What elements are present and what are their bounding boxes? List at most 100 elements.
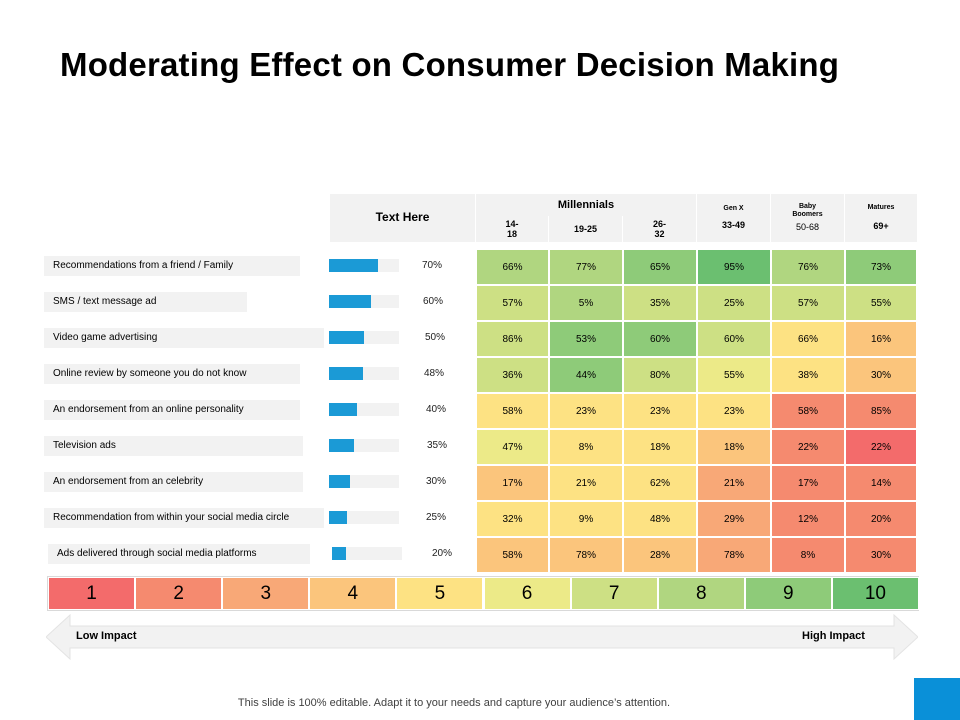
heatmap-cell: 66% <box>771 321 845 357</box>
scale-step: 1 <box>48 577 136 610</box>
high-impact-label: High Impact <box>802 630 865 642</box>
heatmap-cell: 12% <box>771 501 845 537</box>
row-label: Television ads <box>44 436 303 456</box>
scale-step: 3 <box>222 577 310 610</box>
overall-bar <box>329 259 378 272</box>
header-millennials-label: Millennials <box>557 198 615 211</box>
heatmap-cell: 23% <box>623 393 697 429</box>
heatmap-cell: 60% <box>623 321 697 357</box>
heatmap-cell: 44% <box>549 357 623 393</box>
impact-arrow <box>46 614 918 660</box>
overall-bar <box>329 331 364 344</box>
overall-bar <box>329 511 347 524</box>
row-label: SMS / text message ad <box>44 292 247 312</box>
overall-percent: 20% <box>432 548 453 559</box>
heatmap-cell: 95% <box>697 249 771 285</box>
heatmap-cell: 55% <box>697 357 771 393</box>
heatmap-cell: 21% <box>549 465 623 501</box>
overall-bar-track <box>329 439 399 452</box>
scale-step: 9 <box>744 577 832 610</box>
header-age-50-68-label: 50-68 <box>795 222 820 233</box>
heatmap-cell: 80% <box>623 357 697 393</box>
overall-bar-track <box>329 295 399 308</box>
heatmap-cell: 22% <box>845 429 917 465</box>
heatmap-cell: 78% <box>549 537 623 573</box>
scale-step: 10 <box>831 577 919 610</box>
row-label: Video game advertising <box>44 328 324 348</box>
heatmap-cell: 55% <box>845 285 917 321</box>
heatmap-cell: 18% <box>623 429 697 465</box>
row-label: An endorsement from an online personalit… <box>44 400 300 420</box>
overall-percent: 40% <box>426 404 447 415</box>
heatmap-cell: 48% <box>623 501 697 537</box>
low-impact-label: Low Impact <box>76 630 137 642</box>
header-age-26-32-label: 26- 32 <box>652 218 666 239</box>
header-matures: Matures 69+ <box>845 194 917 242</box>
overall-bar-track <box>329 475 399 488</box>
header-text-here-label: Text Here <box>375 210 430 225</box>
overall-bar <box>329 295 371 308</box>
overall-bar <box>329 475 350 488</box>
overall-bar-track <box>332 547 402 560</box>
heatmap-cell: 78% <box>697 537 771 573</box>
header-matures-label: Matures <box>867 204 895 212</box>
header-age-33-49-label: 33-49 <box>721 220 746 231</box>
heatmap-cell: 5% <box>549 285 623 321</box>
heatmap-cell: 58% <box>771 393 845 429</box>
header-gen-x-label: Gen X <box>723 205 744 213</box>
footer-note: This slide is 100% editable. Adapt it to… <box>237 697 671 709</box>
row-label: Recommendations from a friend / Family <box>44 256 300 276</box>
heatmap-cell: 73% <box>845 249 917 285</box>
heatmap-cell: 21% <box>697 465 771 501</box>
header-age-19-25-label: 19-25 <box>573 223 598 234</box>
heatmap-cell: 23% <box>549 393 623 429</box>
overall-bar-track <box>329 367 399 380</box>
overall-percent: 70% <box>422 260 443 271</box>
heatmap-cell: 29% <box>697 501 771 537</box>
heatmap-cell: 38% <box>771 357 845 393</box>
heatmap-cell: 62% <box>623 465 697 501</box>
heatmap-cell: 36% <box>476 357 549 393</box>
heatmap-cell: 20% <box>845 501 917 537</box>
header-age-69-label: 69+ <box>873 221 889 232</box>
heatmap-cell: 8% <box>771 537 845 573</box>
heatmap-cell: 76% <box>771 249 845 285</box>
heatmap-cell: 65% <box>623 249 697 285</box>
overall-bar-track <box>329 403 399 416</box>
scale-step: 4 <box>309 577 397 610</box>
heatmap-cell: 57% <box>771 285 845 321</box>
heatmap-cell: 85% <box>845 393 917 429</box>
header-millennials: Millennials <box>476 194 696 216</box>
overall-bar-track <box>329 331 399 344</box>
header-baby-boomers-label: Baby Boomers <box>792 203 823 219</box>
overall-bar <box>329 439 354 452</box>
scale-step: 5 <box>396 577 484 610</box>
heatmap-cell: 23% <box>697 393 771 429</box>
row-label: Recommendation from within your social m… <box>44 508 324 528</box>
scale-step: 6 <box>483 577 571 610</box>
scale-step: 7 <box>570 577 658 610</box>
heatmap-cell: 25% <box>697 285 771 321</box>
header-text-here: Text Here <box>330 194 475 242</box>
heatmap-cell: 86% <box>476 321 549 357</box>
overall-bar <box>332 547 346 560</box>
heatmap-cell: 47% <box>476 429 549 465</box>
overall-percent: 30% <box>426 476 447 487</box>
heatmap-cell: 22% <box>771 429 845 465</box>
header-age-26-32: 26- 32 <box>623 216 696 242</box>
heatmap-cell: 35% <box>623 285 697 321</box>
header-age-19-25: 19-25 <box>549 216 622 242</box>
header-baby-boomers: Baby Boomers 50-68 <box>771 194 844 242</box>
row-label: An endorsement from an celebrity <box>44 472 303 492</box>
heatmap-cell: 17% <box>771 465 845 501</box>
heatmap-cell: 30% <box>845 537 917 573</box>
corner-accent <box>914 678 960 720</box>
heatmap-cell: 32% <box>476 501 549 537</box>
heatmap-cell: 58% <box>476 393 549 429</box>
header-age-14-18: 14- 18 <box>476 216 548 242</box>
overall-bar-track <box>329 511 399 524</box>
overall-percent: 50% <box>425 332 446 343</box>
heatmap-cell: 8% <box>549 429 623 465</box>
overall-bar <box>329 403 357 416</box>
row-label: Online review by someone you do not know <box>44 364 300 384</box>
